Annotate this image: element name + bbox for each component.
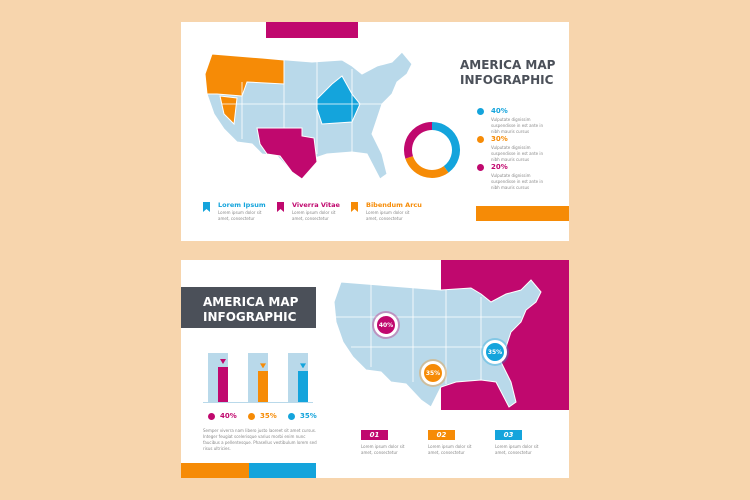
- legend-label: Viverra Vitae: [292, 201, 340, 209]
- marker-label: 40%: [378, 321, 394, 329]
- bottom-slide: AMERICA MAP INFOGRAPHIC 40% 35% 35% 40% 35%…: [181, 260, 569, 478]
- arrow-down-icon: [300, 363, 306, 369]
- donut-segment: [405, 155, 449, 178]
- step-text: Lorem ipsum dolor sit amet, consectetur: [361, 444, 405, 455]
- magenta-accent-bar: [266, 22, 358, 38]
- bar-label: 35%: [260, 412, 277, 420]
- arrow-down-icon: [260, 363, 266, 369]
- stat-dot: [477, 136, 484, 143]
- chart-baseline: [203, 402, 313, 403]
- donut-chart: [404, 122, 460, 178]
- stat-dot: [477, 164, 484, 171]
- bar: [218, 367, 228, 402]
- texas-oklahoma: [256, 127, 318, 180]
- legend-label: Lorem Ipsum: [218, 201, 266, 209]
- arrow-down-icon: [220, 359, 226, 364]
- bar-label: 40%: [220, 412, 237, 420]
- stat-text: Vulputate dignissim suspendisse in est a…: [491, 145, 544, 162]
- orange-footer-bar: [181, 463, 249, 478]
- legend-label: Bibendum Arcu: [366, 201, 422, 209]
- step-text: Lorem ipsum dolor sit amet, consectetur: [428, 444, 472, 455]
- map-marker: 40%: [374, 313, 398, 337]
- bar-dot: [208, 413, 215, 420]
- stat-dot: [477, 108, 484, 115]
- title-line-1: AMERICA MAP: [203, 295, 299, 309]
- donut-segment: [404, 122, 433, 159]
- bookmark-icon: [351, 202, 358, 212]
- donut-segment: [431, 122, 460, 173]
- top-slide: AMERICA MAP INFOGRAPHIC 40% Vulputate dig…: [181, 22, 569, 241]
- marker-label: 35%: [487, 348, 503, 356]
- step-number: 02: [436, 431, 447, 439]
- step-number: 03: [503, 431, 514, 439]
- step-text: Lorem ipsum dolor sit amet, consectetur: [495, 444, 539, 455]
- map-marker: 35%: [483, 340, 507, 364]
- bar: [298, 371, 308, 402]
- top-title: AMERICA MAP INFOGRAPHIC: [460, 58, 555, 88]
- bar-dot: [248, 413, 255, 420]
- stat-text: Vulputate dignissim suspendisse in est a…: [491, 173, 544, 190]
- stat-value: 40%: [491, 107, 508, 115]
- bookmark-icon: [203, 202, 210, 212]
- title-line-2: INFOGRAPHIC: [203, 310, 297, 324]
- stat-value: 30%: [491, 135, 508, 143]
- chart-description: Semper viverra nam libero justo laoreet …: [203, 428, 317, 451]
- us-map-outline: [204, 51, 413, 180]
- stat-text: Vulputate dignissim suspendisse in est a…: [491, 117, 544, 134]
- step-badge: 03: [495, 430, 522, 440]
- step-number: 01: [369, 431, 380, 439]
- legend-text: Lorem ipsum dolor sit amet, consectetur: [292, 210, 336, 221]
- title-line-2: INFOGRAPHIC: [460, 73, 554, 87]
- legend-text: Lorem ipsum dolor sit amet, consectetur: [218, 210, 262, 221]
- step-badge: 01: [361, 430, 388, 440]
- orange-accent-bar: [476, 206, 569, 221]
- legend-text: Lorem ipsum dolor sit amet, consectetur: [366, 210, 410, 221]
- bar-dot: [288, 413, 295, 420]
- step-badge: 02: [428, 430, 455, 440]
- marker-label: 35%: [425, 369, 441, 377]
- bookmark-icon: [277, 202, 284, 212]
- bar: [258, 371, 268, 402]
- us-map: [204, 51, 413, 180]
- blue-footer-bar: [249, 463, 316, 478]
- title-banner: AMERICA MAP INFOGRAPHIC: [181, 287, 316, 328]
- map-marker: 35%: [421, 361, 445, 385]
- title-line-1: AMERICA MAP: [460, 58, 556, 72]
- bar-label: 35%: [300, 412, 317, 420]
- northwest-states: [204, 53, 285, 97]
- stat-value: 20%: [491, 163, 508, 171]
- us-map-outline: [333, 279, 542, 408]
- us-map: [333, 279, 542, 408]
- nevada: [219, 95, 238, 126]
